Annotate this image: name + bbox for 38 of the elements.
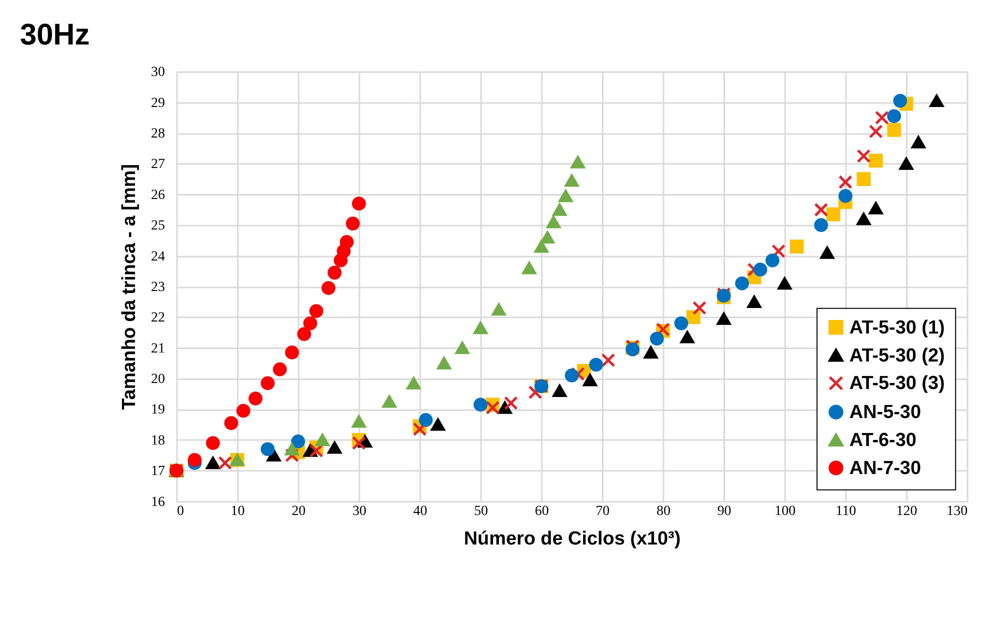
chart-title: 30Hz	[20, 18, 90, 52]
y-axis-title: Tamanho da trinca - a [mm]	[119, 164, 140, 410]
x-tick-label: 80	[656, 504, 670, 519]
x-tick-label: 30	[352, 504, 366, 519]
y-tick-label: 19	[151, 402, 166, 418]
x-tick-label: 40	[413, 504, 428, 519]
x-axis-title: Número de Ciclos (x10³)	[464, 528, 681, 550]
x-tick-label: 50	[474, 504, 488, 519]
x-tick-label: 10	[230, 504, 245, 519]
y-tick-label: 26	[151, 188, 166, 203]
y-tick-label: 20	[151, 372, 166, 388]
x-tick-label: 20	[292, 504, 306, 519]
legend-label: AN-5-30	[849, 402, 921, 424]
y-tick-label: 16	[151, 494, 166, 510]
x-tick-label: 90	[717, 504, 732, 519]
y-tick-label: 23	[151, 280, 166, 295]
legend-label: AT-5-30 (1)	[849, 317, 945, 338]
y-tick-label: 27	[151, 157, 166, 172]
y-tick-label: 24	[151, 249, 166, 264]
y-tick-label: 25	[151, 218, 166, 234]
legend-label: AN-7-30	[849, 458, 921, 479]
y-tick-label: 22	[151, 310, 166, 326]
legend-label: AT-6-30	[849, 430, 916, 451]
y-tick-label: 29	[151, 96, 166, 111]
x-tick-label: 60	[534, 504, 549, 519]
y-tick-label: 28	[151, 126, 166, 142]
y-tick-label: 21	[151, 341, 166, 356]
x-tick-label: 100	[774, 504, 796, 519]
legend-label: AT-5-30 (3)	[849, 373, 945, 394]
x-tick-label: 110	[836, 504, 856, 519]
x-tick-label: 120	[896, 504, 918, 519]
y-tick-label: 17	[151, 464, 166, 480]
legend-label: AT-5-30 (2)	[849, 345, 945, 366]
x-tick-label: 130	[946, 504, 968, 519]
x-tick-label: 70	[596, 504, 610, 519]
y-tick-label: 18	[151, 433, 166, 448]
x-tick-label: 0	[176, 504, 184, 519]
y-tick-label: 30	[151, 65, 166, 80]
